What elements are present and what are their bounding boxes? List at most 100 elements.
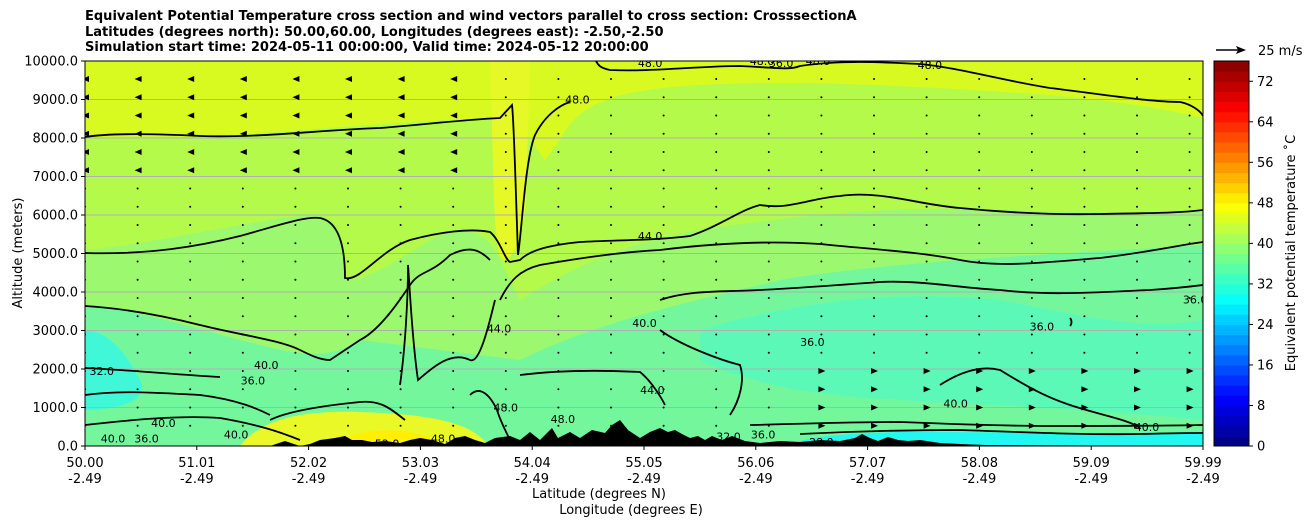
- wind-arrow-icon: [450, 130, 458, 137]
- wind-dot-icon: [715, 406, 718, 409]
- wind-arrow-icon: [134, 94, 142, 101]
- wind-dot-icon: [767, 96, 770, 99]
- wind-dot-icon: [820, 278, 823, 281]
- title-line-3: Simulation start time: 2024-05-11 00:00:…: [85, 40, 649, 55]
- wind-dot-icon: [294, 187, 297, 190]
- y-tick-label: 0.0: [57, 440, 78, 455]
- wind-dot-icon: [820, 114, 823, 117]
- wind-dot-icon: [925, 114, 928, 117]
- wind-dot-icon: [136, 260, 139, 263]
- wind-dot-icon: [978, 187, 981, 190]
- colorbar-tick-label: 48: [1257, 196, 1274, 211]
- wind-dot-icon: [820, 78, 823, 80]
- wind-dot-icon: [873, 114, 875, 117]
- wind-dot-icon: [767, 297, 770, 299]
- wind-dot-icon: [347, 370, 349, 372]
- wind-dot-icon: [873, 132, 875, 135]
- wind-dot-icon: [452, 242, 455, 245]
- wind-dot-icon: [715, 132, 718, 135]
- wind-dot-icon: [1188, 333, 1191, 336]
- wind-arrow-icon: [239, 76, 247, 82]
- wind-dot-icon: [504, 132, 507, 135]
- wind-dot-icon: [1030, 132, 1033, 135]
- wind-dot-icon: [978, 205, 981, 208]
- colorbar-level: [1214, 111, 1249, 123]
- wind-arrow-icon: [187, 167, 195, 174]
- wind-arrow-icon: [85, 112, 89, 119]
- colorbar-level: [1214, 253, 1249, 265]
- wind-dot-icon: [1136, 315, 1138, 318]
- wind-dot-icon: [294, 406, 297, 409]
- wind-dot-icon: [1136, 96, 1138, 99]
- x-tick-lon: -2.49: [963, 472, 997, 487]
- colorbar-level: [1214, 192, 1249, 204]
- contour-46-column: [399, 264, 511, 441]
- wind-arrow-icon: [976, 404, 984, 411]
- wind-arrow-icon: [239, 112, 247, 119]
- wind-dot-icon: [1136, 242, 1138, 245]
- wind-arrow-icon: [1134, 404, 1141, 411]
- wind-dot-icon: [1030, 315, 1033, 318]
- wind-dot-icon: [452, 333, 455, 336]
- colorbar-label: Equivalent potential temperature ˚C: [1283, 135, 1299, 371]
- wind-dot-icon: [767, 351, 770, 354]
- wind-arrow-icon: [85, 167, 89, 174]
- wind-dot-icon: [1188, 187, 1191, 190]
- contour-48-upper: [85, 101, 571, 256]
- wind-dot-icon: [767, 370, 770, 372]
- wind-dot-icon: [241, 278, 244, 281]
- wind-arrow-icon: [923, 386, 931, 393]
- wind-dot-icon: [1188, 278, 1191, 281]
- wind-arrow-icon: [923, 422, 931, 429]
- colorbar-level: [1214, 142, 1249, 153]
- wind-dot-icon: [557, 297, 560, 299]
- wind-arrow-icon: [818, 386, 826, 393]
- wind-dot-icon: [347, 333, 349, 336]
- wind-dot-icon: [294, 315, 297, 318]
- contour-36-loop: [1069, 317, 1073, 327]
- wind-dot-icon: [873, 151, 875, 153]
- x-tick-lat: 50.00: [66, 456, 103, 471]
- wind-dot-icon: [1083, 169, 1086, 172]
- wind-dot-icon: [978, 242, 981, 245]
- wind-dot-icon: [241, 315, 244, 318]
- wind-dot-icon: [189, 351, 192, 354]
- wind-dot-icon: [820, 224, 823, 226]
- wind-dot-icon: [1188, 224, 1191, 226]
- wind-arrow-icon: [187, 76, 195, 82]
- wind-dot-icon: [189, 205, 192, 208]
- wind-dot-icon: [557, 424, 560, 427]
- contour-40-low: [85, 400, 406, 441]
- wind-dot-icon: [1030, 169, 1033, 172]
- contour-lines: [85, 61, 1203, 441]
- wind-arrow-icon: [187, 130, 195, 137]
- colorbar-level: [1214, 131, 1249, 143]
- wind-dot-icon: [610, 78, 612, 80]
- wind-dot-icon: [978, 78, 981, 80]
- wind-dot-icon: [241, 205, 244, 208]
- wind-dot-icon: [610, 315, 612, 318]
- wind-dot-icon: [610, 278, 612, 281]
- terrain: [270, 420, 1203, 446]
- contour-label: 36.0: [800, 336, 825, 349]
- wind-dot-icon: [820, 260, 823, 263]
- x-tick-lat: 55.05: [625, 456, 662, 471]
- contour-label: 48.0: [750, 55, 775, 68]
- quiver-key: 25 m/s: [1216, 44, 1303, 59]
- wind-dot-icon: [399, 224, 402, 226]
- wind-dot-icon: [1030, 242, 1033, 245]
- wind-dot-icon: [610, 151, 612, 153]
- wind-arrow-icon: [1134, 368, 1141, 374]
- wind-dot-icon: [399, 297, 402, 299]
- wind-arrow-icon: [292, 167, 300, 174]
- wind-dot-icon: [715, 260, 718, 263]
- wind-arrow-icon: [1028, 386, 1036, 393]
- wind-dot-icon: [241, 424, 244, 427]
- wind-dot-icon: [978, 260, 981, 263]
- wind-dot-icon: [715, 205, 718, 208]
- wind-dot-icon: [610, 370, 612, 372]
- wind-arrow-icon: [818, 422, 826, 429]
- field-warm-column: [490, 61, 530, 260]
- wind-dot-icon: [610, 132, 612, 135]
- wind-dot-icon: [399, 315, 402, 318]
